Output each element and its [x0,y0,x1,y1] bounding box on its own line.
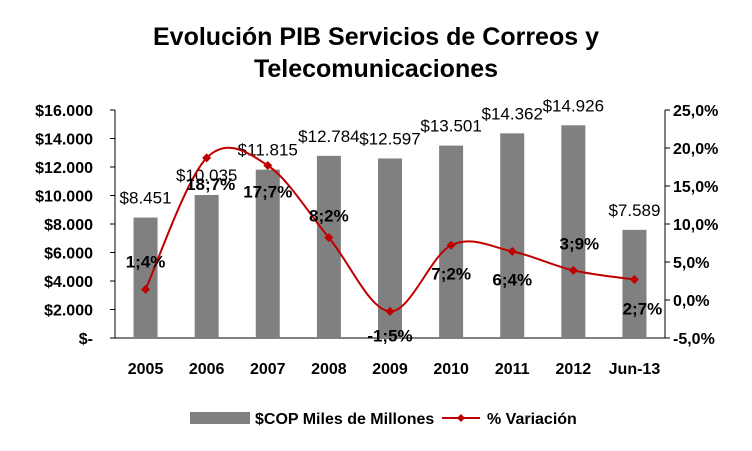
line-data-label: 17;7% [243,182,292,201]
line-data-label: 1;4% [126,252,166,271]
bar-data-label: $13.501 [420,117,481,136]
line-point [568,265,578,275]
left-axis: $- $2.000 $4.000 $6.000 $8.000 $10.000 $12.000… [35,103,665,348]
category-label: 2007 [250,361,286,378]
line-point [446,240,456,250]
right-axis-tick-label: 20,0% [673,141,718,158]
bar-data-label: $14.362 [481,104,542,123]
category-label: 2008 [311,361,347,378]
left-axis-tick-label: $6.000 [44,246,93,263]
bar-data-label: $12.784 [298,127,359,146]
left-axis-tick-label: $4.000 [44,274,93,291]
left-axis-tick-label: $10.000 [35,189,93,206]
right-axis-tick-label: 25,0% [673,103,718,120]
bar [500,133,525,338]
line-data-label: 3;9% [559,234,599,253]
line-data-label: 2;7% [623,299,663,318]
legend: $COP Miles de Millones % Variación [190,411,577,428]
chart-title-line-2: Telecomunicaciones [254,55,498,83]
bar-data-label: $7.589 [608,201,660,220]
bar [316,155,341,338]
category-label: 2005 [128,361,164,378]
legend-bar-label: $COP Miles de Millones [255,411,434,428]
line-data-label: 6;4% [492,270,532,289]
line-data-label: 18;7% [186,175,235,194]
bar [133,217,158,338]
right-axis-tick-label: 15,0% [673,179,718,196]
left-axis-tick-label: $12.000 [35,160,93,177]
left-axis-tick-label: $8.000 [44,217,93,234]
bar [561,125,586,338]
right-axis-tick-label: 10,0% [673,217,718,234]
line-point [141,284,151,294]
line-point [629,274,639,284]
legend-line-label: % Variación [487,411,577,428]
category-label: 2011 [495,361,530,378]
line-point [507,246,517,256]
bar-data-label: $14.926 [543,96,604,115]
line-data-label: 7;2% [431,264,471,283]
right-axis-tick-label: 0,0% [673,293,709,310]
chart-title-line-1: Evolución PIB Servicios de Correos y [153,23,599,51]
line-point [324,233,334,243]
category-label: 2006 [189,361,225,378]
line-point [385,306,395,316]
left-axis-tick-label: $14.000 [35,132,93,149]
bar [255,169,280,338]
bar-data-label: $12.597 [359,129,420,148]
right-axis: -5,0% 0,0% 5,0% 10,0% 15,0% 20,0% 25,0% [664,103,718,348]
line-point [202,153,212,163]
bar-data-label: $8.451 [120,189,172,208]
left-axis-tick-label: $16.000 [35,103,93,120]
category-label: Jun-13 [609,361,661,378]
bar-series: $8.451$10.035$11.815$12.784 $12.597$13.50… [120,96,660,338]
left-axis-tick-label: $- [79,331,93,348]
line-data-label: 8;2% [309,207,349,226]
category-axis: 2005 2006 2007 2008 2009 2010 2011 2012 Jun-13 [128,361,661,378]
legend-line-marker [457,414,465,422]
legend-bar-swatch [190,412,250,424]
category-label: 2009 [372,361,408,378]
category-label: 2012 [556,361,592,378]
line-data-label: -1;5% [367,326,412,345]
line-point [263,160,273,170]
right-axis-tick-label: -5,0% [673,331,715,348]
bar [194,195,219,338]
left-axis-tick-label: $2.000 [44,303,93,320]
bar-data-label: $11.815 [238,141,298,160]
line-series: 1;4% 18;7% 17;7% 8;2% -1;5% 7;2% 6;4% 3;9% 2;7% [126,146,663,345]
category-label: 2010 [433,361,469,378]
right-axis-tick-label: 5,0% [673,255,709,272]
